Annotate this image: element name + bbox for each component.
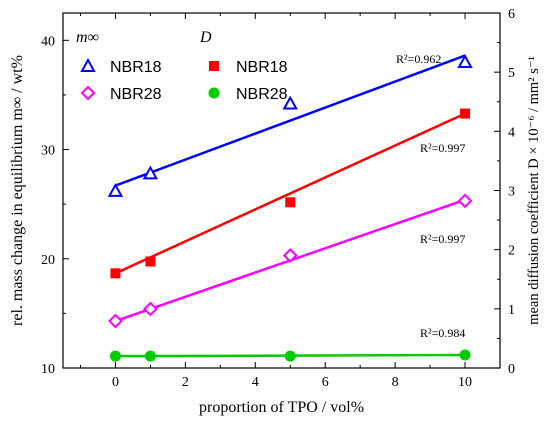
- r2-labels: R²=0.962 R²=0.997 R²=0.997 R²=0.984: [396, 52, 465, 340]
- data-point-nbr28: [459, 349, 471, 361]
- data-markers: [107, 54, 473, 362]
- legend-marker-nbr18: [209, 61, 219, 71]
- data-point-nbr18: [110, 268, 121, 279]
- r2-label: R²=0.984: [420, 326, 465, 340]
- r2-label: R²=0.997: [420, 141, 465, 155]
- data-point-nbr28: [282, 248, 298, 263]
- y-right-tick-label: 3: [508, 185, 515, 200]
- data-point-nbr18: [282, 95, 298, 110]
- legend-marker-nbr28: [80, 85, 96, 101]
- legend-label-nbr28: NBR28: [236, 86, 288, 103]
- x-axis-label: proportion of TPO / vol%: [199, 399, 364, 416]
- y-axis-left-label: rel. mass change in equilibrium m∞ / wt%: [9, 55, 26, 326]
- legend-label-nbr18: NBR18: [236, 59, 288, 76]
- legend-label-nbr28: NBR28: [110, 86, 162, 103]
- legend-label-nbr18: NBR18: [110, 59, 162, 76]
- y-left-tick-label: 30: [41, 144, 55, 159]
- x-tick-label: 10: [458, 375, 472, 390]
- y-left-tick-label: 10: [41, 362, 55, 377]
- fit-line-d-nbr18: [114, 112, 466, 275]
- data-point-nbr18: [145, 256, 156, 267]
- data-point-nbr28: [144, 350, 156, 362]
- data-point-nbr28: [284, 350, 296, 362]
- data-point-nbr18: [460, 108, 471, 119]
- y-right-tick-label: 2: [508, 244, 515, 259]
- data-point-nbr28: [142, 301, 158, 317]
- data-point-nbr18: [457, 54, 473, 68]
- legend: m∞ D NBR18 NBR28 NBR18 NBR28: [76, 29, 288, 103]
- y-right-tick-label: 5: [508, 66, 515, 81]
- r2-label: R²=0.997: [420, 232, 465, 246]
- y-left-tick-label: 40: [41, 34, 55, 49]
- data-point-nbr28: [457, 193, 473, 209]
- data-point-nbr18: [285, 197, 296, 208]
- x-tick-label: 4: [252, 375, 259, 390]
- data-point-nbr18: [107, 182, 124, 197]
- x-tick-label: 0: [112, 375, 119, 390]
- data-point-nbr28: [108, 313, 123, 329]
- y-right-tick-label: 6: [508, 7, 515, 22]
- y-right-tick-label: 4: [508, 125, 515, 140]
- fit-line-minf-nbr18: [115, 54, 466, 187]
- x-tick-label: 6: [322, 375, 329, 390]
- data-point-nbr28: [109, 350, 121, 362]
- r2-label: R²=0.962: [396, 52, 441, 66]
- legend-group-d: D: [199, 29, 212, 46]
- x-tick-label: 8: [392, 375, 399, 390]
- legend-group-m: m∞: [76, 29, 99, 46]
- legend-marker-nbr28: [208, 87, 220, 99]
- y-right-tick-label: 0: [508, 362, 515, 377]
- data-point-nbr18: [142, 165, 159, 180]
- y-axis-right-label: mean diffusion coefficient D × 10⁻⁶ / mm…: [526, 56, 542, 325]
- y-left-tick-label: 20: [41, 253, 55, 268]
- legend-marker-nbr18: [80, 57, 96, 72]
- y-right-tick-label: 1: [508, 303, 515, 318]
- ticks: 0 2 4 6 8 10 10 20 30 40 0 1 2 3 4 5 6: [41, 7, 515, 390]
- x-tick-label: 2: [182, 375, 189, 390]
